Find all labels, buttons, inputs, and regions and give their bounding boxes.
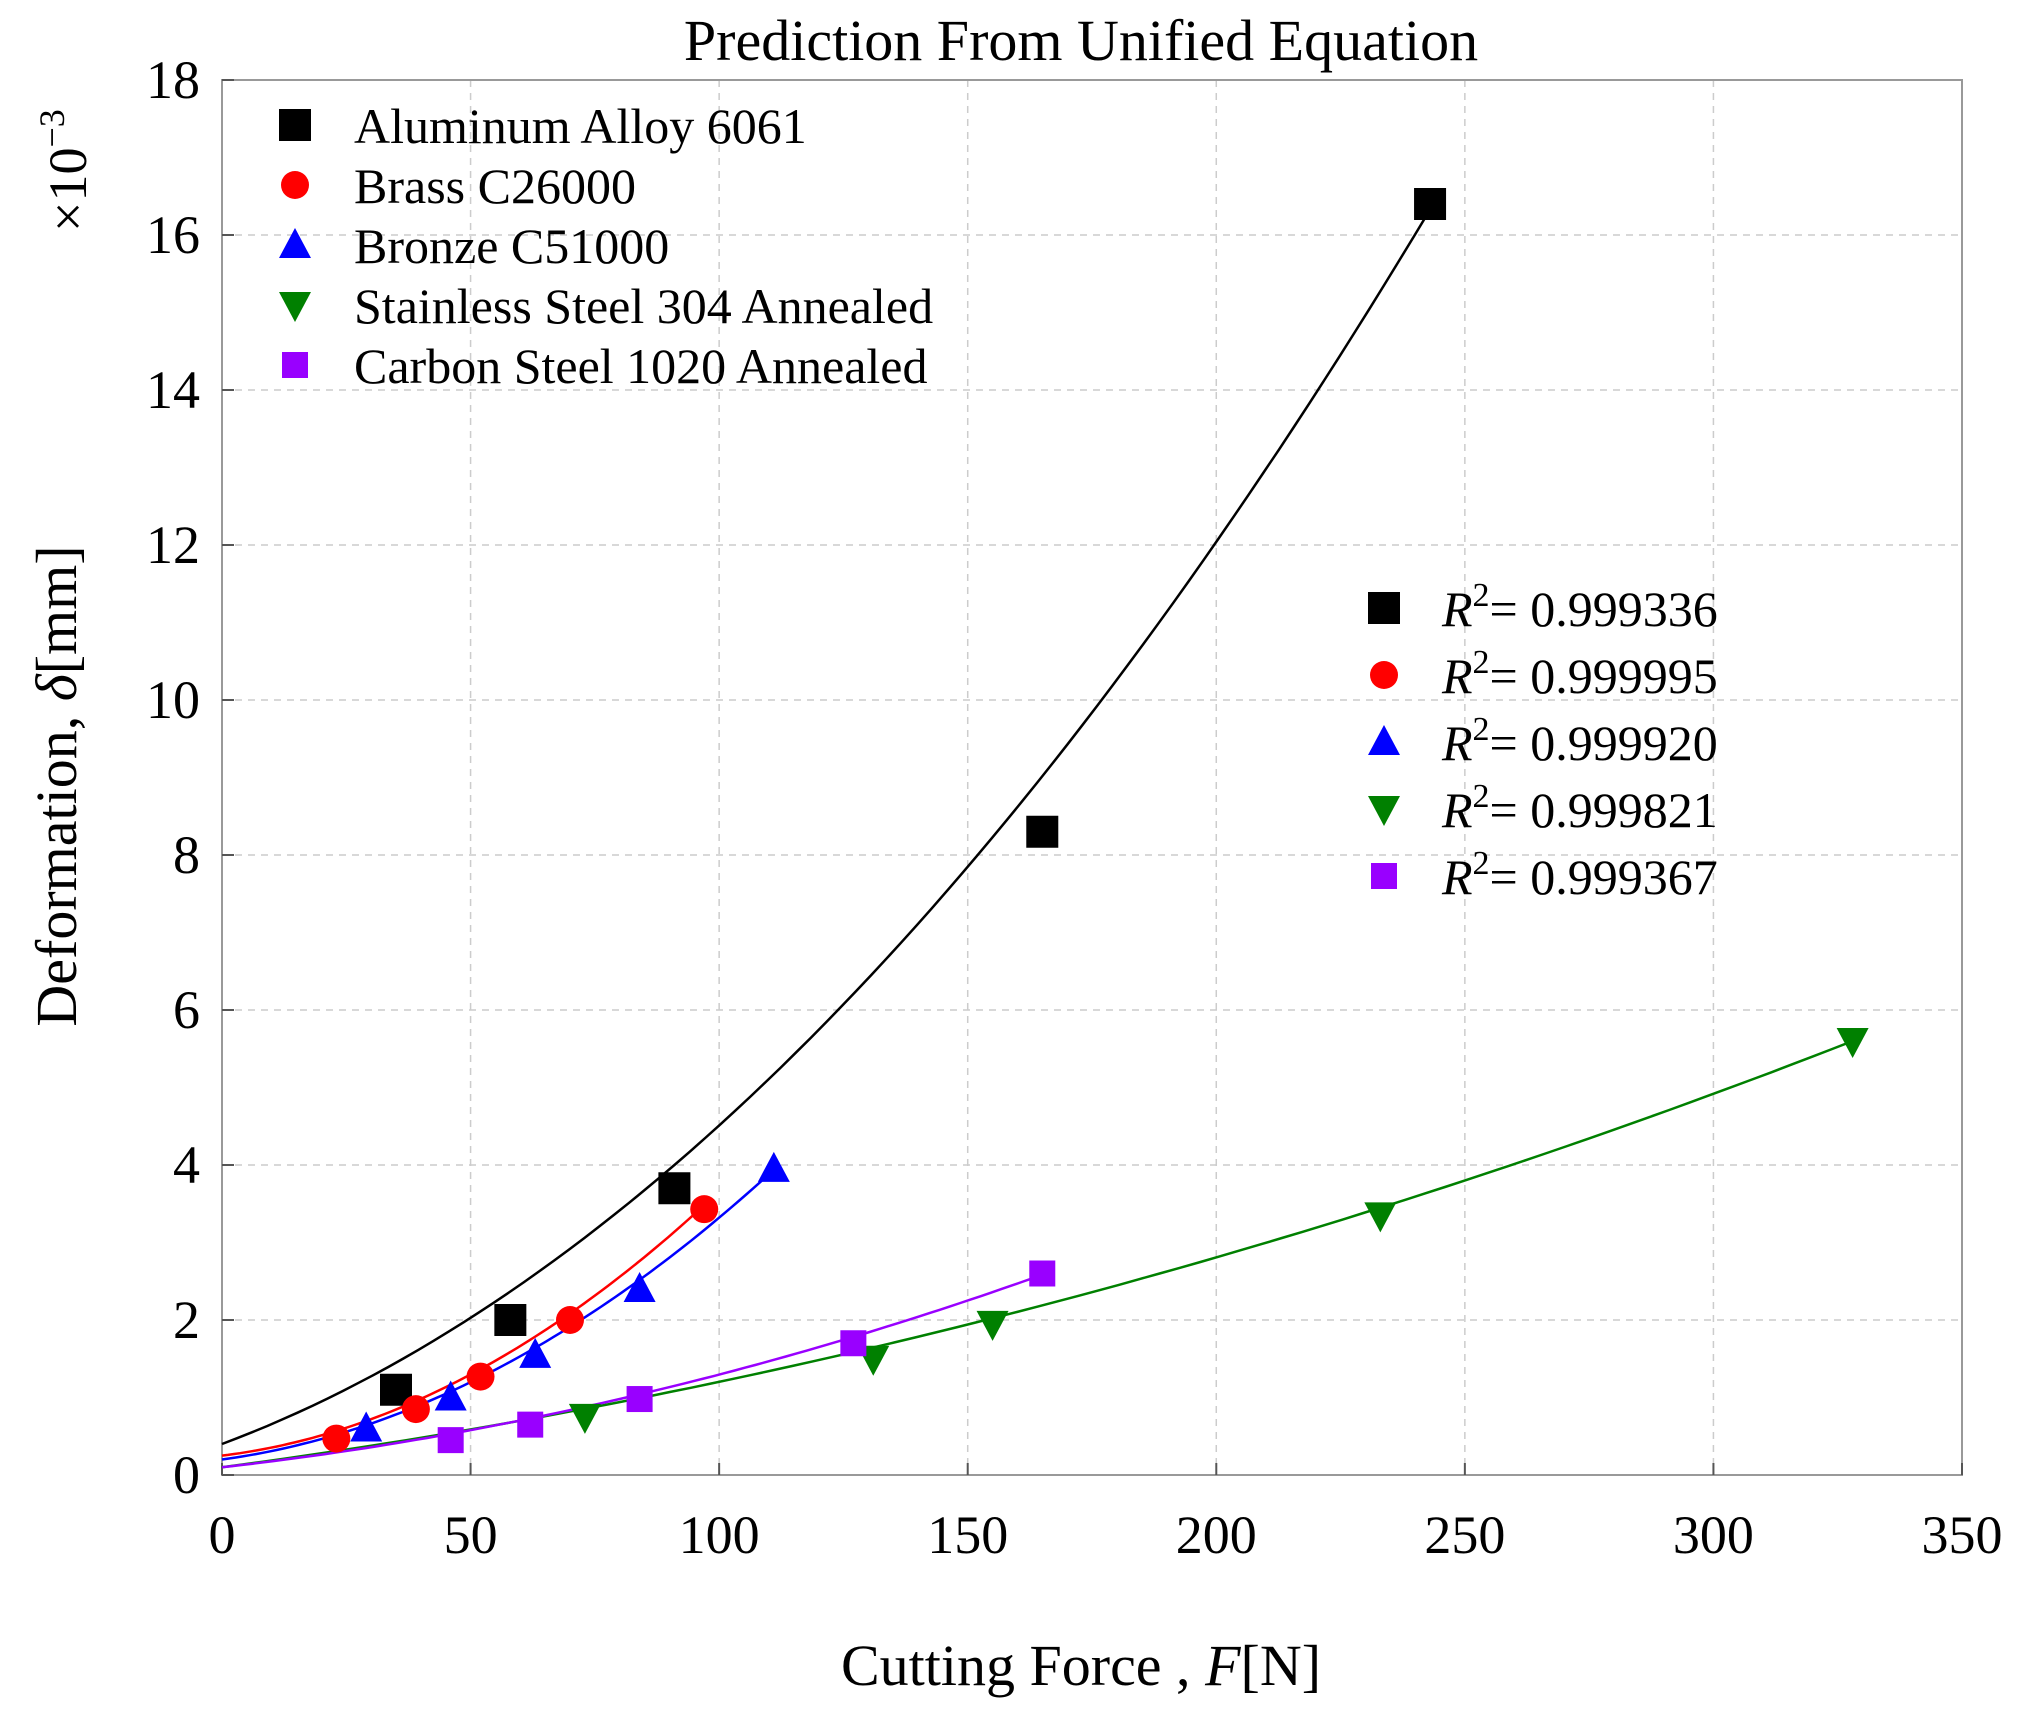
data-point: [350, 1411, 383, 1442]
x-axis-label-text: Cutting Force ,: [841, 1633, 1205, 1698]
y-axis-multiplier-base: ×10: [38, 148, 98, 232]
r2-legend-label: R2= 0.999995: [1441, 644, 1718, 704]
data-point: [466, 1362, 495, 1391]
fit-curve: [221, 208, 1432, 1446]
data-point: [437, 1427, 464, 1454]
y-tick-label: 8: [173, 825, 200, 885]
fit-curve: [221, 1168, 775, 1461]
data-markers: [322, 188, 1869, 1454]
data-point: [1836, 1028, 1869, 1058]
data-point: [1364, 1202, 1397, 1233]
legend-label: Stainless Steel 304 Annealed: [354, 278, 933, 334]
x-tick-label: 150: [927, 1505, 1008, 1565]
r2-legend-marker: [1368, 796, 1400, 826]
r2-legend-label: R2= 0.999367: [1441, 845, 1718, 905]
x-tick-label: 50: [444, 1505, 498, 1565]
data-point: [517, 1411, 544, 1438]
data-point: [568, 1403, 601, 1434]
r2-legend-marker: [1370, 661, 1398, 689]
data-point: [1029, 1260, 1056, 1287]
x-tick-label: 100: [679, 1505, 760, 1565]
legend-marker: [279, 292, 311, 322]
y-axis-label-text: Deformation,: [24, 701, 89, 1026]
legend-label: Brass C26000: [354, 158, 636, 214]
x-tick-label: 300: [1673, 1505, 1754, 1565]
data-point: [494, 1304, 527, 1336]
data-point: [757, 1151, 790, 1182]
data-point: [840, 1330, 867, 1357]
y-axis-label-variable: δ: [24, 673, 89, 701]
data-point: [401, 1395, 430, 1424]
x-tick-label: 250: [1424, 1505, 1505, 1565]
x-axis-label-unit: [N]: [1241, 1633, 1322, 1698]
data-point: [658, 1172, 691, 1205]
r2-legend-label: R2= 0.999821: [1441, 778, 1718, 838]
x-tick-label: 0: [209, 1505, 236, 1565]
data-point: [1414, 188, 1447, 220]
y-axis-label: Deformation, δ[mm]: [24, 545, 89, 1026]
data-point: [1026, 815, 1059, 848]
y-tick-label: 6: [173, 980, 200, 1040]
y-axis-multiplier-exponent: −3: [32, 109, 72, 147]
axes: 0 50 100 150 200 250 300 350 0 2 4 6 8 10 12 14 16 18: [146, 50, 2003, 1565]
y-tick-label: 0: [173, 1445, 200, 1505]
r2-legend-marker: [1368, 725, 1400, 755]
legend-marker: [282, 352, 308, 378]
x-tick-label: 350: [1922, 1505, 2003, 1565]
x-tick-label: 200: [1176, 1505, 1257, 1565]
legend-label: Carbon Steel 1020 Annealed: [354, 338, 928, 394]
fit-curve: [221, 1204, 706, 1457]
y-tick-label: 18: [146, 50, 200, 110]
r2-legend-marker: [1371, 863, 1397, 889]
r2-legend-marker: [1368, 592, 1400, 624]
plot-frame: [221, 79, 1963, 1476]
y-tick-label: 2: [173, 1290, 200, 1350]
y-tick-label: 10: [146, 670, 200, 730]
x-axis-label-variable: F: [1204, 1633, 1241, 1698]
r-squared-legend: R2= 0.999336 R2= 0.999995 R2= 0.999920 R2= …: [1368, 577, 1718, 905]
r2-legend-label: R2= 0.999336: [1441, 577, 1718, 637]
data-point: [322, 1424, 351, 1453]
data-point: [519, 1337, 552, 1368]
data-point: [623, 1272, 656, 1302]
y-tick-label: 14: [146, 360, 200, 420]
legend-label: Bronze C51000: [354, 218, 669, 274]
data-point: [976, 1310, 1009, 1341]
legend-marker: [279, 109, 311, 141]
y-tick-label: 12: [146, 515, 200, 575]
data-point: [556, 1306, 584, 1334]
r2-legend-label: R2= 0.999920: [1441, 711, 1718, 771]
data-point: [626, 1386, 653, 1413]
legend-label: Aluminum Alloy 6061: [354, 98, 807, 154]
y-tick-label: 4: [173, 1135, 200, 1195]
data-point: [690, 1195, 719, 1224]
legend-marker: [279, 228, 311, 258]
data-point: [434, 1380, 467, 1411]
chart-title: Prediction From Unified Equation: [684, 8, 1478, 73]
legend-marker: [281, 171, 309, 199]
y-tick-label: 16: [146, 205, 200, 265]
x-axis-label: Cutting Force , F[N]: [841, 1633, 1321, 1698]
y-axis-label-unit: [mm]: [24, 545, 89, 674]
y-axis-multiplier: ×10−3: [32, 109, 98, 232]
